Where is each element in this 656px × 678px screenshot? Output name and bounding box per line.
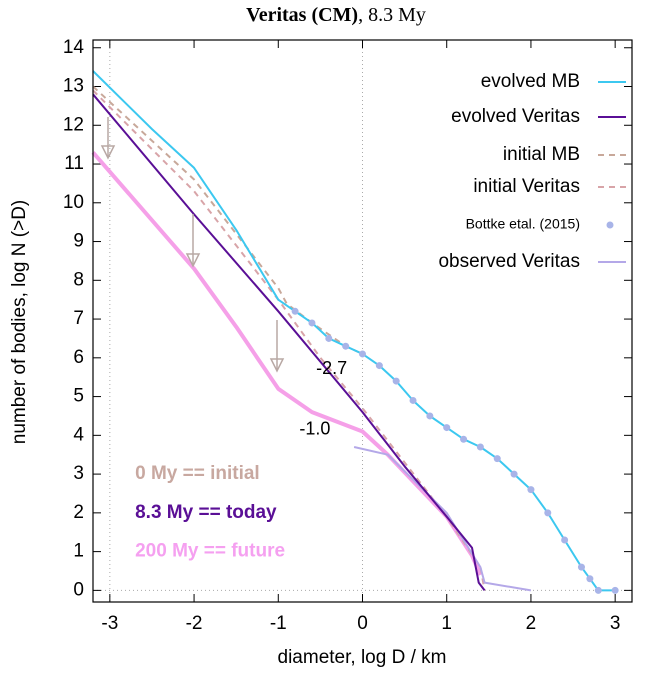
x-tick-label: 1 <box>441 613 452 634</box>
legend-marker <box>606 221 614 229</box>
series-line <box>91 151 483 576</box>
data-point <box>325 334 333 342</box>
y-tick-label: 14 <box>63 37 85 58</box>
y-tick-label: 1 <box>73 541 84 562</box>
arrows <box>100 117 285 373</box>
data-point <box>577 563 585 571</box>
annotation: -2.7 <box>316 358 347 378</box>
x-tick-label: 0 <box>357 613 368 634</box>
y-tick-label: 2 <box>73 502 84 523</box>
data-point <box>493 455 501 463</box>
title-rest: , 8.3 My <box>358 4 426 26</box>
y-tick-label: 10 <box>63 192 84 213</box>
y-tick-label: 13 <box>63 76 84 97</box>
legend-label: initial Veritas <box>473 176 580 197</box>
x-tick-label: -1 <box>270 613 287 634</box>
annotation: 0 My == initial <box>135 463 260 484</box>
data-point <box>544 509 552 517</box>
x-axis-label: diameter, log D / km <box>278 647 447 668</box>
annotation: 8.3 My == today <box>135 502 277 523</box>
x-tick-label: -3 <box>101 613 118 634</box>
title-bold: Veritas (CM) <box>246 4 358 26</box>
data-point <box>594 586 602 594</box>
annotation: 200 My == future <box>135 541 285 562</box>
data-point <box>586 575 594 583</box>
data-point <box>460 435 468 443</box>
data-point <box>426 412 434 420</box>
arrow-head <box>269 358 285 373</box>
series-line <box>353 446 532 592</box>
data-point <box>443 424 451 432</box>
data-point <box>291 307 299 315</box>
data-point <box>375 362 383 370</box>
y-tick-label: 12 <box>63 114 84 135</box>
legend-label: evolved Veritas <box>451 106 580 127</box>
legend-label: Bottke etal. (2015) <box>466 216 580 232</box>
y-tick-label: 4 <box>73 424 84 445</box>
data-point <box>611 586 619 594</box>
series-line <box>92 93 486 592</box>
x-tick-label: -2 <box>186 613 203 634</box>
y-tick-label: 6 <box>73 347 84 368</box>
y-tick-label: 3 <box>73 463 84 484</box>
data-point <box>527 486 535 494</box>
data-point <box>392 377 400 385</box>
series-line <box>92 70 616 592</box>
data-point <box>342 342 350 350</box>
data-point <box>561 536 569 544</box>
legend-label: evolved MB <box>481 71 580 92</box>
data-point <box>476 443 484 451</box>
y-tick-label: 7 <box>73 308 84 329</box>
legend-label: initial MB <box>503 144 580 165</box>
plot-frame <box>92 39 633 603</box>
y-axis-label: number of bodies, log N (>D) <box>9 200 30 444</box>
data-point <box>359 350 366 358</box>
y-tick-label: 9 <box>73 231 84 252</box>
y-tick-label: 5 <box>73 386 84 407</box>
chart-title: Veritas (CM), 8.3 My <box>246 4 426 26</box>
data-point <box>409 396 417 404</box>
x-tick-label: 3 <box>610 613 621 634</box>
data-point <box>510 470 518 478</box>
y-tick-label: 11 <box>64 153 84 174</box>
arrow-head <box>185 253 201 268</box>
legend-label: observed Veritas <box>438 251 580 272</box>
annotation: -1.0 <box>299 418 330 438</box>
y-tick-label: 8 <box>73 269 84 290</box>
data-point <box>308 319 316 327</box>
y-tick-label: 0 <box>73 579 84 600</box>
arrow-head <box>100 145 116 160</box>
x-tick-label: 2 <box>526 613 537 634</box>
